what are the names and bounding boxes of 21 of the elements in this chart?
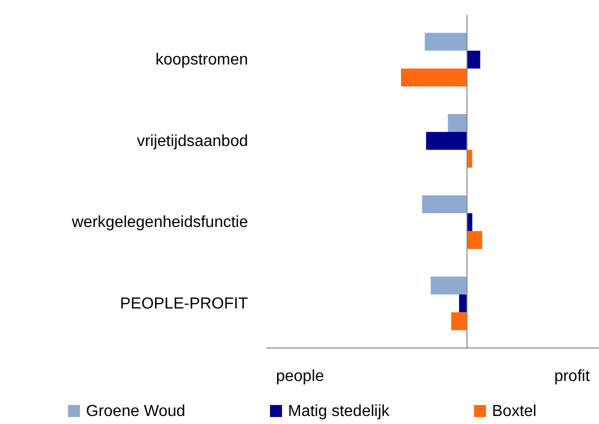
y-tick-label: vrijetijdsaanbod: [136, 132, 248, 150]
bar: [426, 132, 467, 150]
legend-label: Matig stedelijk: [288, 403, 390, 420]
bar: [451, 312, 467, 330]
legend-label: Boxtel: [492, 403, 536, 420]
text: profit: [554, 368, 590, 385]
bar: [467, 50, 480, 69]
bar: [467, 213, 472, 232]
bar: [448, 114, 467, 132]
bar: [422, 195, 467, 214]
legend-label: Groene Woud: [86, 403, 186, 420]
bar: [459, 294, 467, 312]
bar: [424, 32, 467, 51]
bar: [401, 68, 467, 86]
y-tick-label: werkgelegenheidsfunctie: [70, 214, 248, 232]
y-tick-label: koopstromen: [156, 52, 248, 69]
bar: [467, 231, 482, 249]
y-tick-label: PEOPLE-PROFIT: [120, 295, 248, 312]
text: people: [276, 368, 324, 385]
bar: [467, 150, 472, 168]
bar: [430, 276, 467, 294]
